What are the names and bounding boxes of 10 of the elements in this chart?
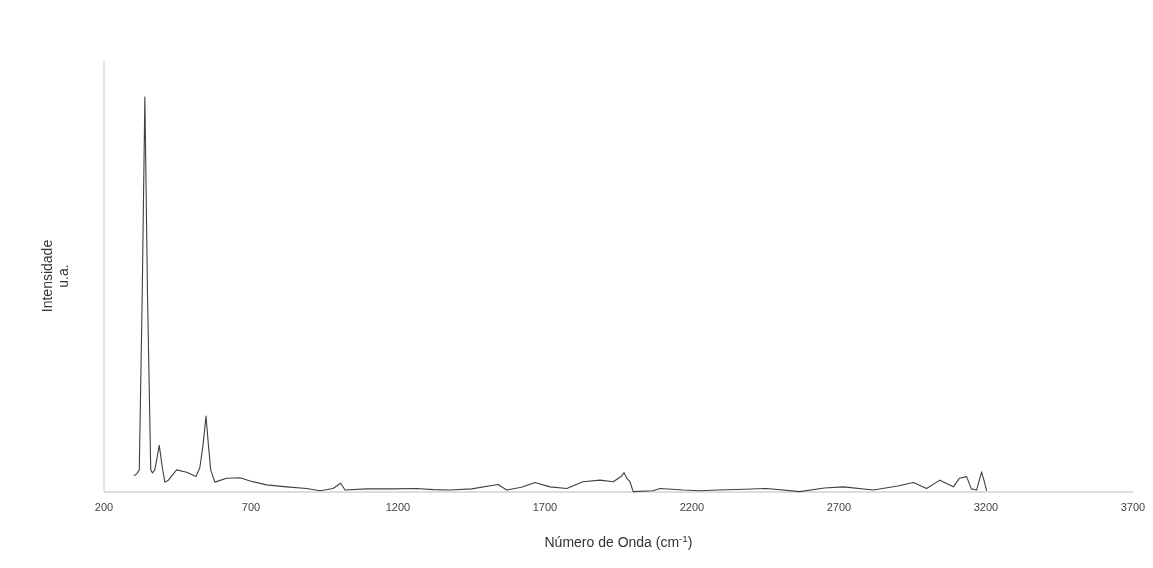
x-tick-label: 700: [241, 501, 261, 513]
x-tick-label: 3200: [973, 501, 999, 513]
y-axis-title: Intensidade u.a.: [39, 239, 71, 313]
x-axis-title: Número de Onda (cm$^{-1}$): [544, 532, 693, 550]
x-tick-label: 1700: [532, 501, 558, 513]
x-tick-label: 1200: [385, 501, 411, 513]
x-tick-label: 3700: [1120, 501, 1146, 513]
x-tick-label: 2700: [826, 501, 852, 513]
x-tick-label: 2200: [679, 501, 705, 513]
x-tick-label: 200: [94, 501, 114, 513]
